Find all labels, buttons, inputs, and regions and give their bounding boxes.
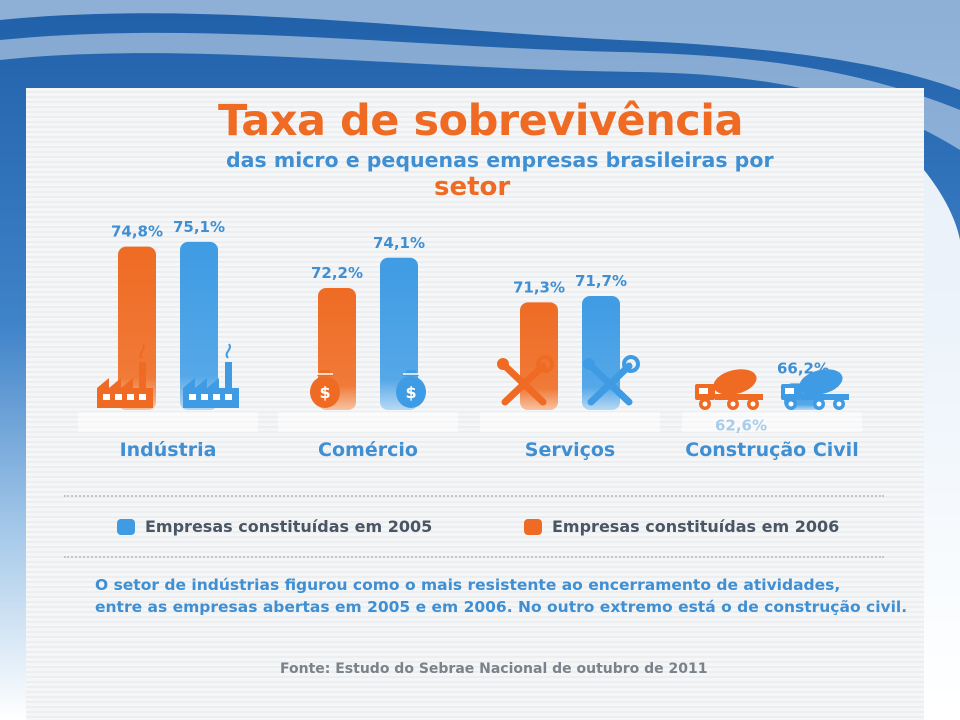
legend-item-2006: Empresas constituídas em 2006	[524, 517, 839, 536]
legend-label-2006: Empresas constituídas em 2006	[552, 517, 840, 536]
summary-note-line-2: entre as empresas abertas em 2005 e em 2…	[95, 598, 908, 616]
reflection-3	[682, 412, 862, 432]
svg-text:$: $	[405, 383, 416, 402]
infographic-card	[26, 88, 924, 720]
legend-label-2005: Empresas constituídas em 2005	[145, 517, 433, 536]
category-label-2: Serviços	[525, 439, 615, 461]
reflection-1	[278, 412, 458, 432]
value-label-2005-2: 71,7%	[575, 272, 627, 290]
category-label-0: Indústria	[120, 439, 217, 461]
category-label-1: Comércio	[318, 439, 418, 461]
tools-2006-icon	[497, 355, 554, 406]
value-label-2005-0: 75,1%	[173, 218, 225, 236]
value-label-2006-1: 72,2%	[311, 264, 363, 282]
bar-2005-0	[180, 241, 218, 410]
reflection-2	[480, 412, 660, 432]
summary-note: O setor de indústrias figurou como o mai…	[95, 574, 908, 618]
svg-text:$: $	[319, 383, 330, 402]
cement-truck-2005-icon	[781, 369, 849, 410]
factory-2006-icon	[97, 343, 153, 408]
summary-note-line-1: O setor de indústrias figurou como o mai…	[95, 576, 841, 594]
value-label-2005-1: 74,1%	[373, 234, 425, 252]
tools-2005-icon	[583, 355, 640, 406]
chart-title: Taxa de sobrevivência	[218, 96, 744, 146]
legend-swatch-2005	[117, 518, 135, 535]
value-label-2006-2: 71,3%	[513, 278, 565, 296]
chart-subtitle: das micro e pequenas empresas brasileira…	[226, 148, 774, 172]
chart-subtitle-emphasis: setor	[434, 172, 511, 202]
factory-2005-icon	[183, 343, 239, 408]
divider-bottom	[64, 556, 884, 558]
reflection-0	[78, 412, 258, 432]
money-bag-2006-icon: $	[310, 370, 340, 408]
legend-swatch-2006	[524, 518, 542, 535]
divider-top	[64, 495, 884, 497]
value-label-2006-0: 74,8%	[111, 223, 163, 241]
money-bag-2005-icon: $	[396, 370, 426, 408]
cement-truck-2006-icon	[695, 369, 763, 410]
source-citation: Fonte: Estudo do Sebrae Nacional de outu…	[280, 661, 708, 677]
bar-2006-0	[118, 246, 156, 410]
category-label-3: Construção Civil	[685, 439, 858, 461]
legend-item-2005: Empresas constituídas em 2005	[117, 517, 432, 536]
